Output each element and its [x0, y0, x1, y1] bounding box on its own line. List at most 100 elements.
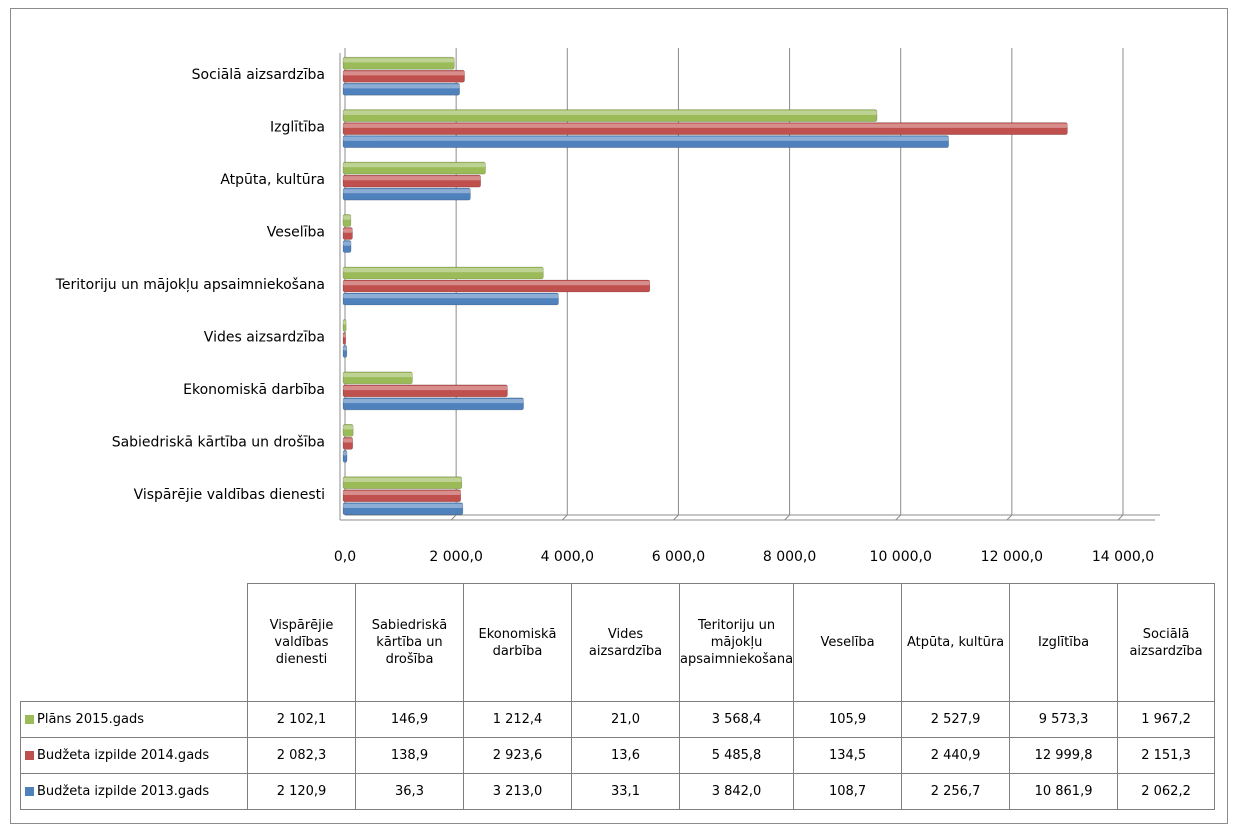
table-cell: 146,9 — [355, 701, 464, 738]
legend-cell: Budžeta izpilde 2013.gads — [20, 773, 248, 810]
bar-highlight — [343, 58, 455, 63]
bar — [342, 214, 352, 227]
table-cell: 1 967,2 — [1117, 701, 1216, 738]
gridline — [1006, 514, 1013, 521]
table-cell: 2 120,9 — [247, 773, 356, 810]
table-header: Sociālā aizsardzība — [1117, 583, 1216, 702]
bar-highlight — [343, 136, 949, 141]
x-tick-label: 2 000,0 — [429, 549, 482, 565]
bar-highlight — [343, 228, 353, 233]
bar — [342, 69, 465, 83]
legend-label: Budžeta izpilde 2013.gads — [37, 784, 210, 799]
gridline — [450, 514, 457, 521]
table-header: Izglītība — [1009, 583, 1119, 702]
bar-highlight — [343, 281, 650, 286]
table-cell: 13,6 — [571, 737, 680, 774]
bar-highlight — [343, 438, 353, 443]
bar — [342, 476, 463, 490]
x-tick-label: 8 000,0 — [763, 549, 816, 565]
bar-highlight — [343, 189, 471, 194]
table-header: Vispārējie valdības dienesti — [247, 583, 356, 702]
category-label: Veselība — [267, 225, 325, 241]
table-cell: 36,3 — [355, 773, 464, 810]
x-tick-label: 6 000,0 — [652, 549, 705, 565]
data-table: Vispārējie valdības dienesti Sabiedriskā… — [20, 583, 1216, 810]
legend-key-plan-2015 — [25, 715, 34, 724]
bar-highlight — [343, 320, 347, 325]
bar-highlight — [343, 503, 463, 508]
bar-highlight — [343, 163, 486, 168]
bar-highlight — [343, 84, 460, 89]
table-cell: 108,7 — [793, 773, 903, 810]
gridline — [1117, 514, 1124, 521]
table-cell: 12 999,8 — [1009, 737, 1119, 774]
x-tick-label: 4 000,0 — [541, 549, 594, 565]
bar-highlight — [343, 268, 544, 273]
table-corner — [20, 583, 248, 702]
bar-highlight — [343, 176, 481, 181]
legend-cell: Plāns 2015.gads — [20, 701, 248, 738]
bar — [342, 397, 524, 411]
table-header: Vides aizsardzība — [571, 583, 680, 702]
gridline — [673, 514, 679, 521]
legend-label: Budžeta izpilde 2014.gads — [37, 748, 210, 763]
bar — [342, 279, 651, 293]
bar-highlight — [343, 110, 878, 115]
category-label: Vides aizsardzība — [204, 329, 325, 345]
bar — [342, 292, 559, 306]
category-label: Ekonomiskā darbība — [183, 382, 325, 398]
bar — [342, 161, 486, 175]
category-label: Sabiedriskā kārtība un drošība — [112, 434, 325, 450]
table-cell: 2 527,9 — [901, 701, 1011, 738]
table-header: Veselība — [793, 583, 903, 702]
bar-highlight — [343, 333, 346, 338]
bar-highlight — [343, 398, 524, 404]
bar — [342, 502, 464, 516]
bar-chart: 0,0 2 000,0 4 000,0 6 000,0 8 000,0 10 000,0 1… — [55, 48, 1160, 565]
bar — [342, 240, 352, 253]
table-cell: 1 212,4 — [463, 701, 572, 738]
bar — [342, 450, 348, 463]
bar — [342, 227, 353, 240]
bar — [342, 437, 354, 450]
table-row: Plāns 2015.gads 2 102,1 146,9 1 212,4 21… — [20, 701, 1216, 738]
bar — [342, 424, 354, 437]
table-cell: 2 062,2 — [1117, 773, 1216, 810]
bar — [342, 384, 508, 398]
table-cell: 138,9 — [355, 737, 464, 774]
table-cell: 2 102,1 — [247, 701, 356, 738]
bar — [342, 345, 348, 358]
table-cell: 3 568,4 — [678, 701, 795, 738]
table-header: Atpūta, kultūra — [901, 583, 1011, 702]
bar — [342, 174, 481, 188]
chart-frame — [10, 8, 1228, 824]
table-header: Ekonomiskā darbība — [463, 583, 572, 702]
bar — [342, 109, 878, 122]
bar-highlight — [343, 385, 508, 391]
x-tick-label: 14 000,0 — [1092, 549, 1154, 565]
bar — [342, 266, 544, 280]
bar — [342, 371, 413, 385]
bar — [342, 135, 949, 148]
bar — [342, 122, 1068, 135]
table-cell: 134,5 — [793, 737, 903, 774]
bar-highlight — [343, 71, 465, 76]
legend-key-budget-2014 — [25, 751, 34, 760]
bar-highlight — [343, 215, 351, 220]
table-cell: 2 151,3 — [1117, 737, 1216, 774]
bar — [342, 332, 347, 345]
x-tick-label: 10 000,0 — [870, 549, 932, 565]
table-cell: 21,0 — [571, 701, 680, 738]
bar — [342, 187, 471, 201]
table-cell: 2 082,3 — [247, 737, 356, 774]
gridline — [561, 514, 568, 521]
bar-highlight — [343, 346, 347, 351]
bar-highlight — [343, 451, 348, 456]
bar-highlight — [343, 241, 352, 246]
table-row: Budžeta izpilde 2014.gads 2 082,3 138,9 … — [20, 737, 1216, 774]
table-cell: 33,1 — [571, 773, 680, 810]
bar — [342, 319, 347, 332]
category-label: Sociālā aizsardzība — [192, 67, 325, 83]
table-cell: 3 213,0 — [463, 773, 572, 810]
legend-key-budget-2013 — [25, 787, 34, 796]
